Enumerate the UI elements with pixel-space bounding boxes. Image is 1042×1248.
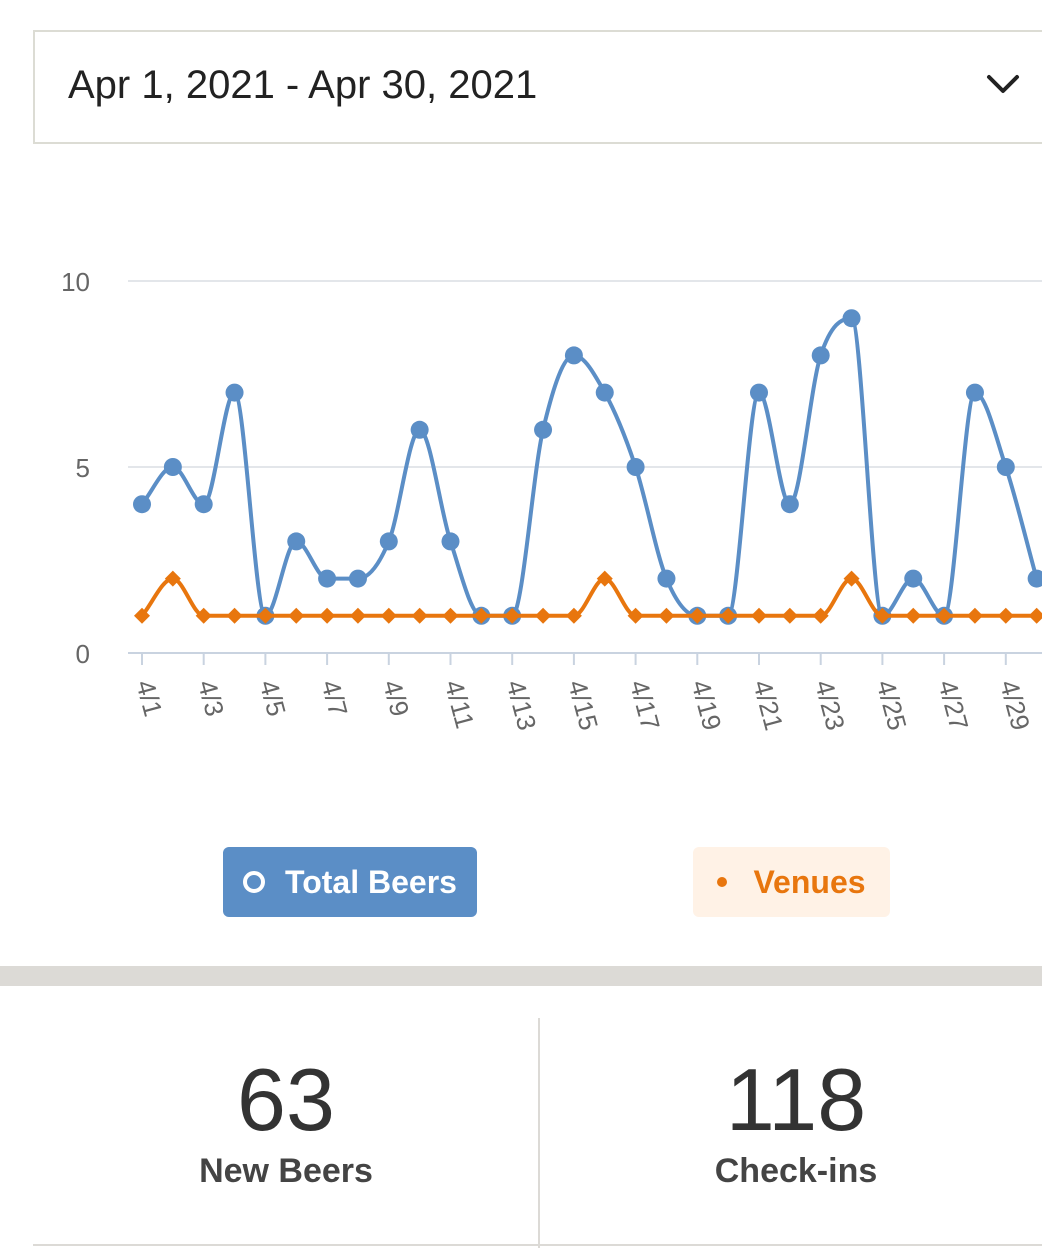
bottom-border (33, 1244, 1042, 1246)
legend-total-beers-button[interactable]: Total Beers (223, 847, 477, 917)
checkins-value: 118 (725, 1050, 867, 1149)
stat-new-beers: 63 New Beers (86, 1050, 486, 1191)
total-beers-point (996, 458, 1015, 476)
x-tick-label: 4/5 (254, 677, 292, 720)
x-tick-label: 4/3 (192, 677, 230, 720)
total-beers-point (410, 420, 429, 439)
x-tick-label: 4/7 (315, 677, 353, 720)
legend-total-beers-label: Total Beers (285, 863, 457, 900)
total-beers-point (194, 495, 213, 514)
venues-point (781, 607, 798, 624)
x-tick-label: 4/9 (377, 677, 415, 720)
venues-point (751, 607, 767, 624)
venues-point (966, 607, 983, 624)
x-tick-label: 4/23 (809, 677, 851, 734)
dot-marker-icon (717, 877, 728, 887)
total-beers-point (163, 458, 182, 476)
stat-checkins: 118 Check-ins (596, 1050, 996, 1191)
total-beers-point (318, 569, 337, 588)
venues-point (226, 607, 243, 624)
total-beers-point (133, 495, 151, 514)
legend-venues-button[interactable]: Venues (693, 847, 890, 917)
venues-point (843, 570, 860, 587)
total-beers-point (225, 383, 244, 402)
venues-point (504, 607, 521, 624)
venues-point (689, 607, 706, 624)
x-tick-label: 4/15 (562, 677, 604, 734)
total-beers-point (750, 383, 768, 402)
total-beers-point (965, 383, 984, 402)
circle-marker-icon (243, 871, 266, 893)
venues-point (905, 607, 922, 624)
legend-venues-label: Venues (753, 863, 866, 900)
section-divider (0, 966, 1042, 986)
venues-point (1028, 607, 1042, 624)
total-beers-point (534, 420, 553, 439)
total-beers-point (564, 346, 583, 365)
venues-point (720, 607, 737, 624)
x-tick-label: 4/19 (686, 677, 728, 734)
venues-point (565, 607, 582, 624)
venues-point (535, 607, 552, 624)
total-beers-point (441, 532, 460, 551)
total-beers-point (904, 569, 923, 588)
venues-point (627, 607, 644, 624)
new-beers-label: New Beers (199, 1152, 373, 1190)
total-beers-point (595, 383, 614, 402)
total-beers-point (287, 532, 306, 551)
total-beers-point (379, 532, 398, 551)
venues-point (874, 607, 891, 624)
venues-point (319, 607, 336, 624)
checkins-label: Check-ins (714, 1152, 878, 1190)
date-range-value: Apr 1, 2021 - Apr 30, 2021 (68, 63, 538, 107)
venues-point (473, 607, 490, 624)
venues-point (288, 607, 305, 624)
x-tick-label: 4/21 (747, 677, 789, 734)
venues-point (349, 607, 366, 624)
x-tick-label: 4/29 (994, 677, 1036, 734)
new-beers-value: 63 (237, 1050, 335, 1149)
venues-point (195, 607, 212, 624)
x-tick-label: 4/13 (500, 677, 542, 734)
y-tick-label: 10 (61, 267, 90, 297)
total-beers-point (842, 309, 861, 328)
total-beers-point (626, 458, 645, 476)
venues-point (380, 607, 397, 624)
venues-point (936, 607, 953, 624)
total-beers-point (811, 346, 830, 365)
venues-point (134, 607, 150, 624)
y-tick-label: 5 (76, 453, 90, 483)
stats-divider (538, 1018, 540, 1248)
venues-point (411, 607, 428, 624)
date-range-select[interactable]: Apr 1, 2021 - Apr 30, 2021 (33, 30, 1042, 144)
x-tick-label: 4/27 (932, 677, 974, 734)
chevron-down-icon (987, 75, 1019, 93)
x-tick-label: 4/17 (624, 677, 666, 734)
total-beers-point (780, 495, 799, 514)
y-tick-label: 0 (76, 639, 90, 669)
x-tick-label: 4/25 (871, 677, 913, 734)
venues-point (812, 607, 829, 624)
venues-point (658, 607, 675, 624)
venues-point (997, 607, 1014, 624)
venues-point (442, 607, 459, 624)
line-chart: 0 5 10 4/1 4/3 4/5 4/7 4/9 4/11 4/13 4/15 4/17 4/19 4… (61, 267, 1042, 734)
venues-point (257, 607, 274, 624)
total-beers-point (657, 569, 676, 588)
venues-point (596, 570, 613, 587)
venues-point (164, 570, 181, 587)
total-beers-point (348, 569, 367, 588)
x-tick-label: 4/11 (439, 677, 481, 732)
total-beers-point (1027, 569, 1042, 588)
x-tick-label: 4/1 (130, 677, 168, 720)
